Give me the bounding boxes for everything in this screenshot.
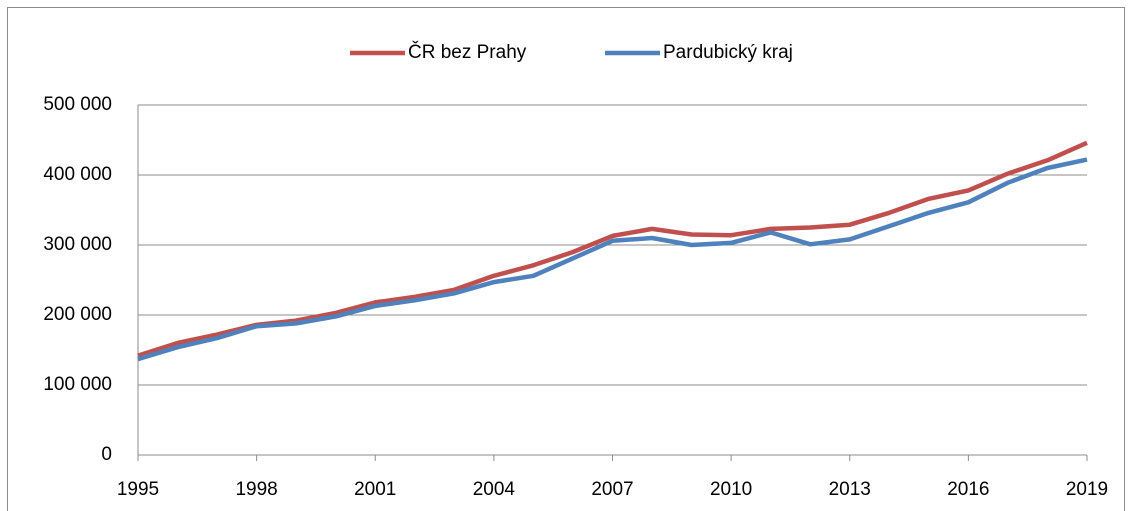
y-tick-label: 500 000 <box>43 94 112 115</box>
x-tick-label: 2019 <box>1066 479 1108 500</box>
series-line <box>137 157 1088 362</box>
legend-label: ČR bez Prahy <box>408 41 527 63</box>
x-tick-label: 1995 <box>117 479 159 500</box>
series-line <box>137 140 1088 358</box>
x-tick-label: 2001 <box>354 479 396 500</box>
y-tick-label: 300 000 <box>43 234 112 255</box>
legend-label: Pardubický kraj <box>663 42 793 63</box>
y-tick-label: 0 <box>101 444 112 465</box>
y-tick-label: 100 000 <box>43 374 112 395</box>
x-tick-label: 2010 <box>710 479 752 500</box>
chart-frame <box>7 7 1125 511</box>
y-tick-label: 400 000 <box>43 164 112 185</box>
y-tick-label: 200 000 <box>43 304 112 325</box>
x-tick-label: 2004 <box>473 479 516 500</box>
x-tick-label: 1998 <box>235 479 277 500</box>
x-tick-label: 2013 <box>829 479 871 500</box>
x-tick-label: 2007 <box>591 479 633 500</box>
x-tick-label: 2016 <box>947 479 989 500</box>
